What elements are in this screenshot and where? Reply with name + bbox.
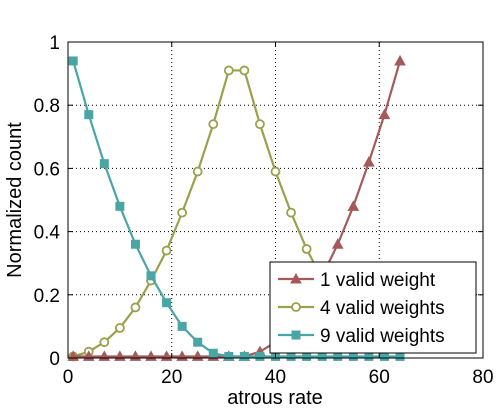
data-point bbox=[378, 108, 391, 120]
data-point bbox=[302, 351, 312, 361]
x-tick-label: 40 bbox=[265, 367, 286, 388]
data-point bbox=[146, 271, 156, 281]
data-point bbox=[286, 207, 296, 218]
legend: 1 valid weight 4 valid weights 9 valid wei… bbox=[269, 261, 477, 354]
data-point bbox=[177, 207, 188, 218]
data-point bbox=[363, 156, 375, 167]
series-line bbox=[72, 60, 400, 358]
data-point bbox=[255, 119, 265, 130]
x-tick-label: 20 bbox=[161, 367, 182, 388]
y-tick-label: 0.6 bbox=[34, 159, 60, 180]
y-tick-label: 0.4 bbox=[34, 223, 61, 244]
x-tick-label: 60 bbox=[369, 367, 390, 388]
data-point bbox=[130, 239, 140, 249]
legend-marker bbox=[291, 330, 301, 340]
data-point bbox=[364, 351, 374, 361]
data-point bbox=[84, 110, 94, 120]
data-point bbox=[301, 244, 312, 254]
data-point bbox=[208, 119, 219, 130]
y-tick-label: 0.2 bbox=[34, 286, 60, 307]
data-point bbox=[115, 201, 125, 211]
legend-label: 4 valid weights bbox=[320, 298, 445, 319]
data-point bbox=[99, 337, 110, 348]
data-point bbox=[333, 351, 343, 361]
data-point bbox=[208, 348, 218, 358]
axis-ticks: 0 20 40 60 80 0 0.2 0.4 0.6 0.8 1 bbox=[34, 33, 494, 388]
data-point bbox=[130, 302, 141, 313]
data-point bbox=[177, 321, 187, 331]
data-point bbox=[224, 351, 234, 361]
data-point bbox=[317, 351, 327, 361]
series-square bbox=[68, 56, 405, 361]
y-tick-label: 0.8 bbox=[34, 96, 60, 117]
y-tick-label: 1 bbox=[49, 33, 60, 54]
data-point bbox=[239, 65, 250, 76]
y-axis-label: Normalized count bbox=[4, 122, 26, 278]
data-point bbox=[255, 351, 265, 361]
data-point bbox=[348, 351, 358, 361]
data-point bbox=[379, 351, 389, 361]
x-axis-label: atrous rate bbox=[227, 387, 323, 409]
data-point bbox=[270, 166, 281, 177]
data-point bbox=[286, 351, 296, 361]
data-point bbox=[68, 56, 78, 66]
data-point bbox=[99, 159, 109, 169]
x-tick-label: 80 bbox=[472, 367, 493, 388]
data-point bbox=[114, 323, 125, 333]
x-tick-label: 0 bbox=[63, 367, 74, 388]
legend-marker bbox=[291, 302, 301, 312]
data-point bbox=[347, 200, 360, 211]
grid-lines bbox=[68, 42, 483, 358]
data-point bbox=[223, 65, 234, 76]
data-point bbox=[161, 245, 172, 256]
y-tick-label: 0 bbox=[49, 349, 60, 370]
legend-label: 1 valid weight bbox=[320, 270, 436, 291]
data-point bbox=[394, 54, 406, 66]
data-point bbox=[193, 337, 203, 347]
data-point bbox=[239, 351, 249, 361]
legend-label: 9 valid weights bbox=[320, 326, 445, 347]
data-point bbox=[162, 298, 172, 308]
data-point bbox=[192, 166, 203, 177]
data-point bbox=[395, 351, 405, 361]
data-point bbox=[331, 238, 344, 249]
legend-marker bbox=[290, 272, 302, 284]
